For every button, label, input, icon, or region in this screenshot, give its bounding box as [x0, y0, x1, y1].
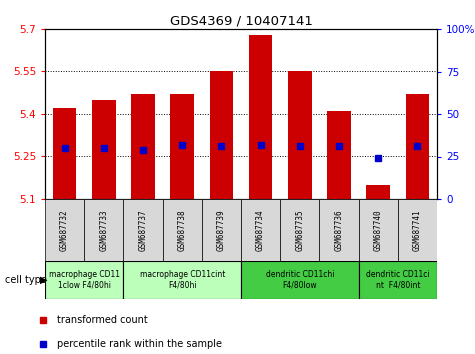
Bar	[319, 199, 359, 261]
Title: GDS4369 / 10407141: GDS4369 / 10407141	[170, 15, 313, 28]
Bar	[359, 199, 398, 261]
Text: GSM687734: GSM687734	[256, 209, 265, 251]
Bar	[45, 261, 124, 299]
Text: GSM687740: GSM687740	[374, 209, 383, 251]
Bar	[92, 100, 115, 199]
Text: GSM687738: GSM687738	[178, 209, 187, 251]
Text: GSM687737: GSM687737	[139, 209, 148, 251]
Text: percentile rank within the sample: percentile rank within the sample	[57, 339, 222, 349]
Text: macrophage CD11
1clow F4/80hi: macrophage CD11 1clow F4/80hi	[49, 270, 120, 290]
Bar	[249, 35, 272, 199]
Bar	[124, 199, 162, 261]
Bar	[366, 185, 390, 199]
Bar	[280, 199, 319, 261]
Bar	[288, 72, 312, 199]
Bar	[124, 261, 241, 299]
Text: GSM687736: GSM687736	[334, 209, 343, 251]
Bar	[162, 199, 202, 261]
Bar	[241, 199, 280, 261]
Text: GSM687732: GSM687732	[60, 209, 69, 251]
Bar	[398, 199, 437, 261]
Bar	[327, 111, 351, 199]
Text: GSM687739: GSM687739	[217, 209, 226, 251]
Bar	[202, 199, 241, 261]
Text: dendritic CD11chi
F4/80low: dendritic CD11chi F4/80low	[266, 270, 334, 290]
Text: GSM687733: GSM687733	[99, 209, 108, 251]
Text: macrophage CD11cint
F4/80hi: macrophage CD11cint F4/80hi	[140, 270, 225, 290]
Text: GSM687735: GSM687735	[295, 209, 304, 251]
Bar	[131, 94, 155, 199]
Text: transformed count: transformed count	[57, 315, 148, 325]
Text: cell type: cell type	[5, 275, 47, 285]
Bar	[53, 108, 76, 199]
Text: ▶: ▶	[40, 275, 48, 285]
Bar	[209, 72, 233, 199]
Text: GSM687741: GSM687741	[413, 209, 422, 251]
Bar	[171, 94, 194, 199]
Bar	[45, 199, 84, 261]
Bar	[359, 261, 437, 299]
Text: dendritic CD11ci
nt  F4/80int: dendritic CD11ci nt F4/80int	[366, 270, 429, 290]
Bar	[241, 261, 359, 299]
Bar	[84, 199, 124, 261]
Bar	[406, 94, 429, 199]
